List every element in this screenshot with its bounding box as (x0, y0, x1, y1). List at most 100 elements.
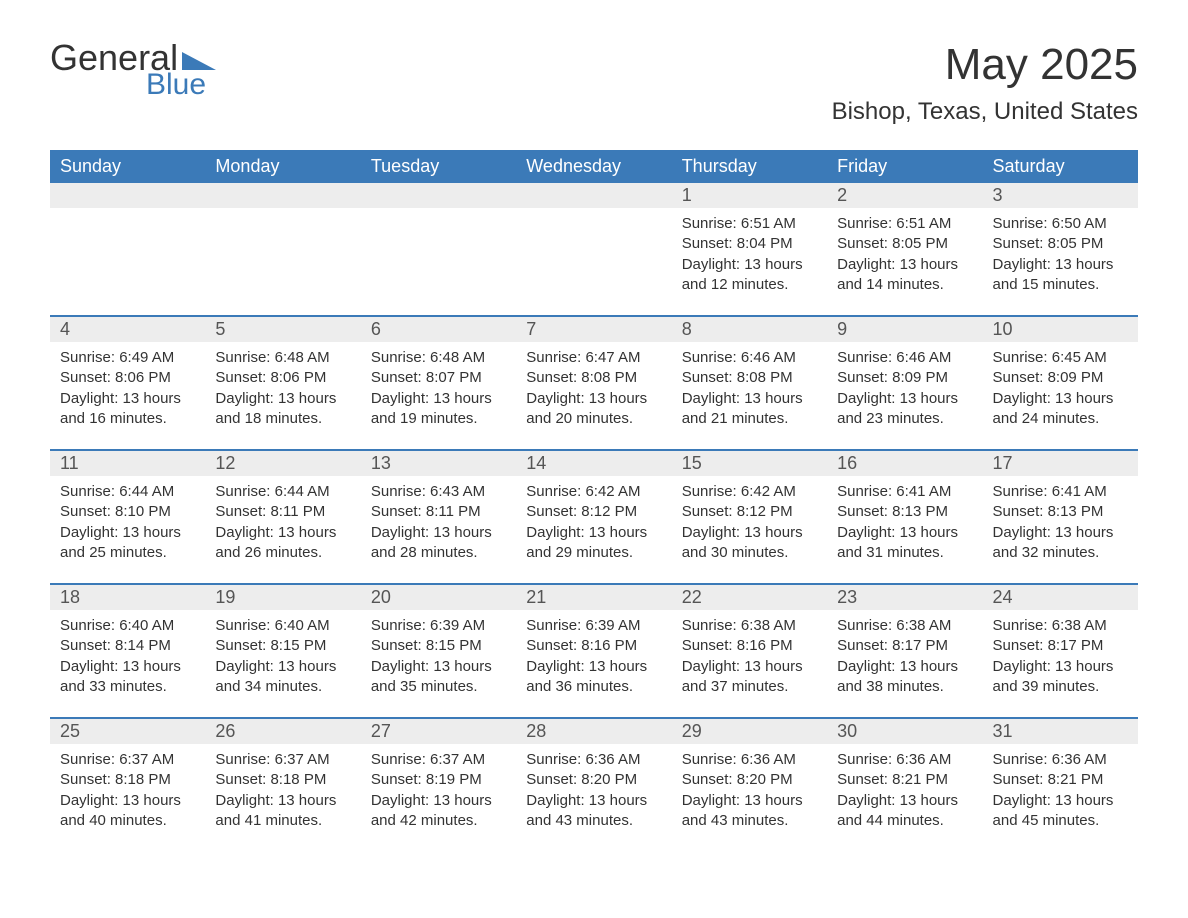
calendar-day: 10Sunrise: 6:45 AMSunset: 8:09 PMDayligh… (983, 317, 1138, 435)
daylight-text: Daylight: 13 hours and 24 minutes. (993, 389, 1128, 430)
sunset-text: Sunset: 8:15 PM (371, 636, 506, 656)
daylight-text: Daylight: 13 hours and 31 minutes. (837, 523, 972, 564)
day-details: Sunrise: 6:37 AMSunset: 8:18 PMDaylight:… (205, 744, 360, 831)
sunset-text: Sunset: 8:05 PM (993, 234, 1128, 254)
calendar-day: 7Sunrise: 6:47 AMSunset: 8:08 PMDaylight… (516, 317, 671, 435)
sunset-text: Sunset: 8:20 PM (682, 770, 817, 790)
day-number: 11 (50, 451, 205, 476)
day-number: 27 (361, 719, 516, 744)
day-number: 13 (361, 451, 516, 476)
day-details: Sunrise: 6:41 AMSunset: 8:13 PMDaylight:… (827, 476, 982, 563)
day-details: Sunrise: 6:37 AMSunset: 8:19 PMDaylight:… (361, 744, 516, 831)
sunrise-text: Sunrise: 6:44 AM (60, 482, 195, 502)
calendar-day: 6 Sunrise: 6:48 AMSunset: 8:07 PMDaylight… (361, 317, 516, 435)
day-details: Sunrise: 6:38 AMSunset: 8:17 PMDaylight:… (983, 610, 1138, 697)
calendar-day: 25Sunrise: 6:37 AMSunset: 8:18 PMDayligh… (50, 719, 205, 837)
day-number: 23 (827, 585, 982, 610)
sunrise-text: Sunrise: 6:45 AM (993, 348, 1128, 368)
sunrise-text: Sunrise: 6:40 AM (215, 616, 350, 636)
day-number: 6 (361, 317, 516, 342)
daylight-text: Daylight: 13 hours and 41 minutes. (215, 791, 350, 832)
day-details: Sunrise: 6:49 AMSunset: 8:06 PMDaylight:… (50, 342, 205, 429)
sunset-text: Sunset: 8:18 PM (60, 770, 195, 790)
day-details: Sunrise: 6:42 AMSunset: 8:12 PMDaylight:… (672, 476, 827, 563)
calendar-day: 17Sunrise: 6:41 AMSunset: 8:13 PMDayligh… (983, 451, 1138, 569)
daylight-text: Daylight: 13 hours and 35 minutes. (371, 657, 506, 698)
sunrise-text: Sunrise: 6:46 AM (837, 348, 972, 368)
day-number: 28 (516, 719, 671, 744)
calendar-day: 23Sunrise: 6:38 AMSunset: 8:17 PMDayligh… (827, 585, 982, 703)
weekday-header-row: Sunday Monday Tuesday Wednesday Thursday… (50, 150, 1138, 183)
daylight-text: Daylight: 13 hours and 43 minutes. (682, 791, 817, 832)
sunset-text: Sunset: 8:08 PM (682, 368, 817, 388)
sunrise-text: Sunrise: 6:50 AM (993, 214, 1128, 234)
day-number: 30 (827, 719, 982, 744)
day-number: 18 (50, 585, 205, 610)
sunrise-text: Sunrise: 6:37 AM (215, 750, 350, 770)
sunrise-text: Sunrise: 6:38 AM (837, 616, 972, 636)
sunrise-text: Sunrise: 6:48 AM (371, 348, 506, 368)
calendar-day: 13Sunrise: 6:43 AMSunset: 8:11 PMDayligh… (361, 451, 516, 569)
day-number: 16 (827, 451, 982, 476)
day-number: 8 (672, 317, 827, 342)
daylight-text: Daylight: 13 hours and 36 minutes. (526, 657, 661, 698)
daylight-text: Daylight: 13 hours and 25 minutes. (60, 523, 195, 564)
daylight-text: Daylight: 13 hours and 16 minutes. (60, 389, 195, 430)
weekday-header: Tuesday (361, 150, 516, 183)
sunrise-text: Sunrise: 6:41 AM (993, 482, 1128, 502)
weekday-header: Monday (205, 150, 360, 183)
sunset-text: Sunset: 8:11 PM (371, 502, 506, 522)
daylight-text: Daylight: 13 hours and 32 minutes. (993, 523, 1128, 564)
calendar-day: 19Sunrise: 6:40 AMSunset: 8:15 PMDayligh… (205, 585, 360, 703)
calendar-day: 12Sunrise: 6:44 AMSunset: 8:11 PMDayligh… (205, 451, 360, 569)
daylight-text: Daylight: 13 hours and 30 minutes. (682, 523, 817, 564)
day-number: 26 (205, 719, 360, 744)
day-details: Sunrise: 6:40 AMSunset: 8:15 PMDaylight:… (205, 610, 360, 697)
sunset-text: Sunset: 8:13 PM (993, 502, 1128, 522)
sunset-text: Sunset: 8:18 PM (215, 770, 350, 790)
day-details: Sunrise: 6:39 AMSunset: 8:15 PMDaylight:… (361, 610, 516, 697)
daylight-text: Daylight: 13 hours and 20 minutes. (526, 389, 661, 430)
day-details: Sunrise: 6:36 AMSunset: 8:21 PMDaylight:… (983, 744, 1138, 831)
sunrise-text: Sunrise: 6:38 AM (993, 616, 1128, 636)
daylight-text: Daylight: 13 hours and 34 minutes. (215, 657, 350, 698)
location-subtitle: Bishop, Texas, United States (832, 98, 1138, 126)
sunset-text: Sunset: 8:15 PM (215, 636, 350, 656)
day-number: 4 (50, 317, 205, 342)
sunrise-text: Sunrise: 6:49 AM (60, 348, 195, 368)
day-details: Sunrise: 6:38 AMSunset: 8:17 PMDaylight:… (827, 610, 982, 697)
daylight-text: Daylight: 13 hours and 19 minutes. (371, 389, 506, 430)
sunrise-text: Sunrise: 6:51 AM (837, 214, 972, 234)
sunset-text: Sunset: 8:07 PM (371, 368, 506, 388)
calendar-day: 22Sunrise: 6:38 AMSunset: 8:16 PMDayligh… (672, 585, 827, 703)
day-number: 15 (672, 451, 827, 476)
daylight-text: Daylight: 13 hours and 23 minutes. (837, 389, 972, 430)
day-number: 10 (983, 317, 1138, 342)
calendar-day: 8Sunrise: 6:46 AMSunset: 8:08 PMDaylight… (672, 317, 827, 435)
day-details: Sunrise: 6:47 AMSunset: 8:08 PMDaylight:… (516, 342, 671, 429)
day-number: 20 (361, 585, 516, 610)
weekday-header: Friday (827, 150, 982, 183)
calendar-day: 5Sunrise: 6:48 AMSunset: 8:06 PMDaylight… (205, 317, 360, 435)
calendar-day: 27Sunrise: 6:37 AMSunset: 8:19 PMDayligh… (361, 719, 516, 837)
calendar-day: 28Sunrise: 6:36 AMSunset: 8:20 PMDayligh… (516, 719, 671, 837)
daylight-text: Daylight: 13 hours and 37 minutes. (682, 657, 817, 698)
day-number (516, 183, 671, 208)
weekday-header: Thursday (672, 150, 827, 183)
sunrise-text: Sunrise: 6:37 AM (371, 750, 506, 770)
daylight-text: Daylight: 13 hours and 28 minutes. (371, 523, 506, 564)
calendar-day: 20Sunrise: 6:39 AMSunset: 8:15 PMDayligh… (361, 585, 516, 703)
sunrise-text: Sunrise: 6:42 AM (682, 482, 817, 502)
weekday-header: Wednesday (516, 150, 671, 183)
day-number: 2 (827, 183, 982, 208)
daylight-text: Daylight: 13 hours and 18 minutes. (215, 389, 350, 430)
day-details: Sunrise: 6:44 AMSunset: 8:11 PMDaylight:… (205, 476, 360, 563)
sunrise-text: Sunrise: 6:48 AM (215, 348, 350, 368)
daylight-text: Daylight: 13 hours and 29 minutes. (526, 523, 661, 564)
sunset-text: Sunset: 8:04 PM (682, 234, 817, 254)
calendar-day: 15Sunrise: 6:42 AMSunset: 8:12 PMDayligh… (672, 451, 827, 569)
day-number: 1 (672, 183, 827, 208)
day-details: Sunrise: 6:48 AMSunset: 8:06 PMDaylight:… (205, 342, 360, 429)
daylight-text: Daylight: 13 hours and 42 minutes. (371, 791, 506, 832)
sunset-text: Sunset: 8:17 PM (837, 636, 972, 656)
